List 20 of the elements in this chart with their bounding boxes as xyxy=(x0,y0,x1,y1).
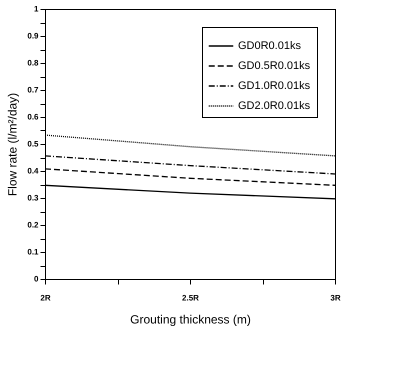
y-tick-label: 1 xyxy=(34,4,40,14)
y-tick-label: 0.1 xyxy=(27,248,40,256)
y-tick-label: 0 xyxy=(34,274,40,284)
y-tick-label: 0.4 xyxy=(27,166,40,176)
y-tick-label: 0.8 xyxy=(27,58,40,68)
legend-label: GD1.0R0.01ks xyxy=(238,80,311,92)
y-tick-label: 0.3 xyxy=(27,194,40,202)
y-tick-label: 0.7 xyxy=(27,86,40,94)
x-axis-title: Grouting thickness (m) xyxy=(130,312,251,326)
x-tick-label: 2.5R xyxy=(182,294,200,302)
legend-label: GD0R0.01ks xyxy=(238,40,302,52)
y-tick-label: 0.2 xyxy=(27,220,40,230)
y-tick-label: 0.6 xyxy=(27,112,40,122)
x-tick-label: 2R xyxy=(40,294,51,302)
y-axis-title: Flow rate (l/m²/day) xyxy=(5,92,20,196)
y-tick-label: 0.5 xyxy=(27,140,40,148)
legend-label: GD0.5R0.01ks xyxy=(238,60,311,72)
x-tick-label: 3R xyxy=(330,294,341,302)
legend-label: GD2.0R0.01ks xyxy=(238,100,311,112)
y-tick-label: 0.9 xyxy=(27,32,40,40)
